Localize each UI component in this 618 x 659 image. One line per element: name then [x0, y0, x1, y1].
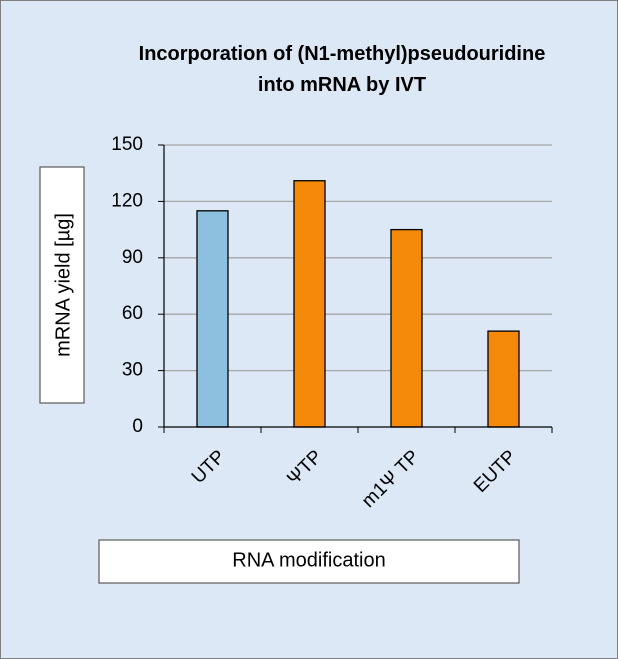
y-tick-label: 60	[122, 303, 143, 324]
y-tick-label: 120	[111, 190, 143, 211]
y-tick-label: 30	[122, 360, 143, 381]
bars	[196, 180, 520, 428]
y-axis-title-frame	[39, 166, 85, 404]
bar-3	[487, 330, 520, 428]
y-axis-title-box: mRNA yield [µg]	[39, 166, 85, 404]
x-tick-label: ΨTP	[283, 446, 326, 489]
y-tick-label: 0	[132, 416, 143, 437]
bar-1	[293, 180, 326, 428]
chart-title: Incorporation of (N1-methyl)pseudouridin…	[139, 43, 546, 96]
x-axis-title-frame	[98, 539, 520, 584]
x-tick-label: EUTP	[470, 446, 521, 497]
bar-0	[196, 210, 229, 428]
chart-title-line-1: Incorporation of (N1-methyl)pseudouridin…	[139, 43, 546, 65]
y-tick-label: 90	[122, 247, 143, 268]
x-axis-ticks: UTP ΨTP m1Ψ TP EUTP	[163, 427, 553, 512]
bar-2	[390, 228, 423, 428]
y-tick-label: 150	[111, 134, 143, 155]
x-tick-label: m1Ψ TP	[358, 446, 424, 512]
x-axis-title: RNA modification	[232, 549, 385, 571]
x-tick-label: UTP	[188, 446, 230, 488]
y-axis-title: mRNA yield [µg]	[52, 213, 74, 357]
gridlines	[164, 144, 552, 372]
x-axis-title-box: RNA modification	[98, 539, 520, 584]
chart-title-line-2: into mRNA by IVT	[258, 74, 426, 96]
y-axis-ticks: 0 30 60 90 120 150	[111, 134, 164, 437]
